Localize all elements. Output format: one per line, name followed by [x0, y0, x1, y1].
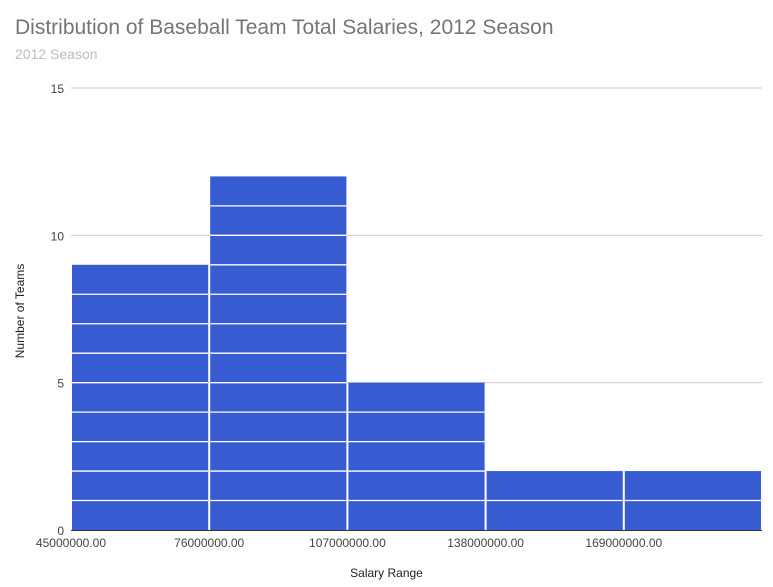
x-tick-label: 107000000.00 [309, 536, 386, 550]
y-axis-title: Number of Teams [13, 264, 27, 358]
y-tick-label: 10 [51, 229, 65, 243]
chart-title: Distribution of Baseball Team Total Sala… [15, 16, 554, 39]
x-tick-label: 45000000.00 [36, 536, 106, 550]
x-tick-label: 76000000.00 [174, 536, 244, 550]
y-tick-label: 15 [51, 82, 65, 96]
chart-subtitle: 2012 Season [15, 46, 98, 62]
x-tick-label: 138000000.00 [447, 536, 524, 550]
y-tick-label: 5 [57, 377, 64, 391]
x-tick-label: 169000000.00 [585, 536, 662, 550]
histogram-bar [348, 382, 485, 530]
y-tick-label: 0 [57, 524, 64, 538]
x-axis-title: Salary Range [350, 566, 423, 580]
histogram-bar [72, 264, 209, 530]
